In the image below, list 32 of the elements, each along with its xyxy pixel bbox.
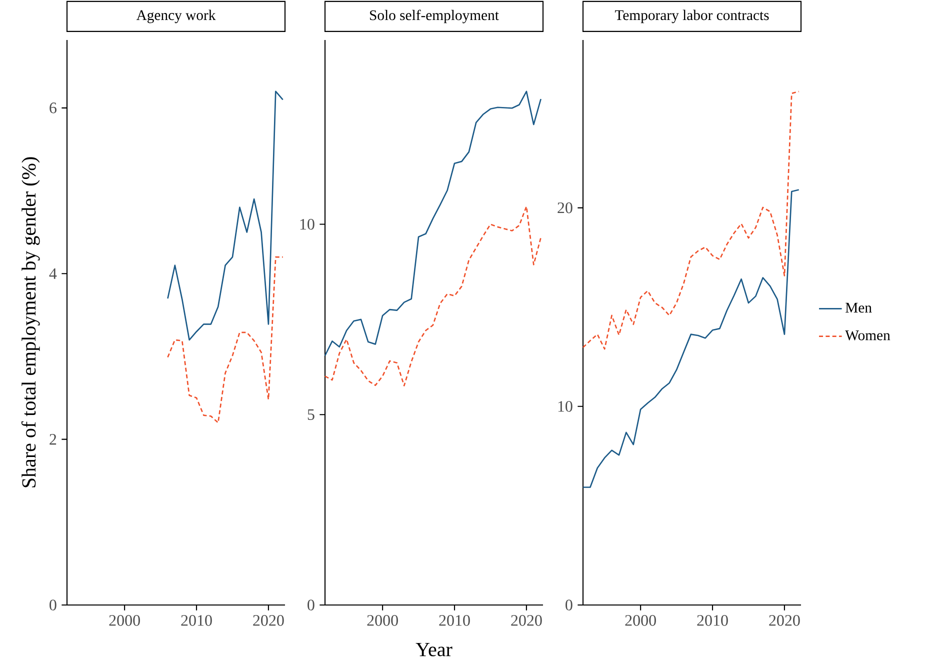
- y-tick-label: 6: [50, 102, 56, 114]
- line-series: [582, 90, 800, 350]
- x-axis-title: Year: [416, 643, 452, 656]
- y-tick-label: 0: [566, 600, 572, 610]
- x-tick-label: 2010: [439, 615, 470, 626]
- line-series: [582, 189, 800, 488]
- x-tick-label: 2010: [181, 615, 212, 626]
- y-tick-label: 0: [308, 600, 314, 610]
- y-tick-label: 10: [300, 218, 314, 230]
- line-series: [167, 90, 284, 341]
- x-tick-label: 2020: [511, 615, 542, 626]
- x-tick-label: 2000: [625, 615, 656, 626]
- x-tick-label: 2000: [109, 615, 140, 626]
- y-tick-label: 5: [308, 409, 314, 420]
- legend-label: Women: [845, 330, 890, 340]
- line-series: [324, 206, 542, 386]
- y-tick-label: 10: [558, 401, 572, 412]
- line-series: [324, 90, 542, 356]
- y-tick-label: 20: [558, 202, 572, 214]
- y-axis-title: Share of total employment by gender (%): [21, 157, 40, 488]
- legend-label: Men: [846, 302, 872, 313]
- x-tick-label: 2000: [367, 615, 398, 626]
- y-tick-label: 2: [50, 434, 56, 445]
- x-tick-label: 2020: [253, 615, 284, 626]
- line-series: [167, 256, 284, 424]
- y-tick-label: 0: [50, 600, 56, 610]
- chart-title: Agency work: [136, 10, 216, 24]
- x-tick-label: 2020: [769, 615, 800, 626]
- chart-title: Solo self-employment: [370, 10, 499, 24]
- y-tick-label: 4: [49, 268, 57, 279]
- x-tick-label: 2010: [697, 615, 728, 626]
- chart-title: Temporary labor contracts: [615, 10, 769, 24]
